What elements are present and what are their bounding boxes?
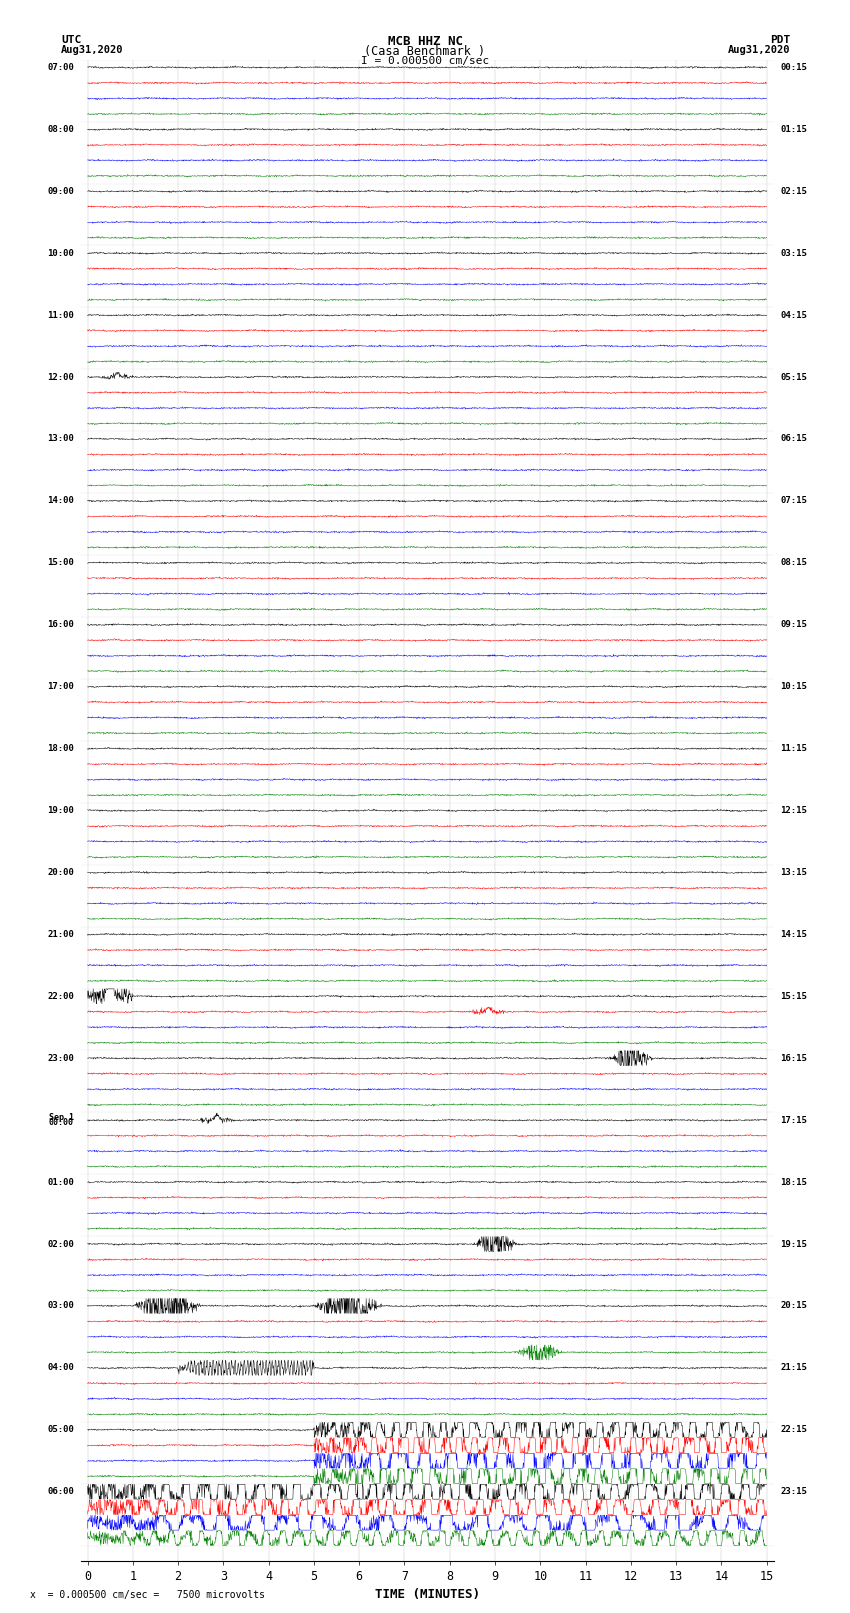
Text: Sep 1: Sep 1 (49, 1113, 74, 1123)
Text: 19:00: 19:00 (47, 806, 74, 815)
Text: 18:15: 18:15 (780, 1177, 808, 1187)
Text: 20:00: 20:00 (47, 868, 74, 877)
Text: 10:00: 10:00 (47, 248, 74, 258)
Text: 09:15: 09:15 (780, 621, 808, 629)
Text: 15:15: 15:15 (780, 992, 808, 1000)
Text: 14:00: 14:00 (47, 497, 74, 505)
Text: 02:00: 02:00 (47, 1239, 74, 1248)
Text: 01:00: 01:00 (47, 1177, 74, 1187)
Text: 18:00: 18:00 (47, 744, 74, 753)
Text: 09:00: 09:00 (47, 187, 74, 195)
Text: 10:15: 10:15 (780, 682, 808, 692)
Text: 06:15: 06:15 (780, 434, 808, 444)
Text: 04:15: 04:15 (780, 311, 808, 319)
Text: Aug31,2020: Aug31,2020 (61, 45, 124, 55)
Text: 08:00: 08:00 (47, 124, 74, 134)
Text: 02:15: 02:15 (780, 187, 808, 195)
Text: 03:15: 03:15 (780, 248, 808, 258)
Text: PDT: PDT (770, 35, 790, 45)
Text: 12:15: 12:15 (780, 806, 808, 815)
Text: Aug31,2020: Aug31,2020 (728, 45, 791, 55)
Text: 17:15: 17:15 (780, 1116, 808, 1124)
Text: UTC: UTC (61, 35, 82, 45)
Text: 22:15: 22:15 (780, 1426, 808, 1434)
Text: 05:00: 05:00 (47, 1426, 74, 1434)
Text: 07:00: 07:00 (47, 63, 74, 73)
Text: 17:00: 17:00 (47, 682, 74, 692)
X-axis label: TIME (MINUTES): TIME (MINUTES) (375, 1587, 479, 1600)
Text: 12:00: 12:00 (47, 373, 74, 382)
Text: I = 0.000500 cm/sec: I = 0.000500 cm/sec (361, 56, 489, 66)
Text: 21:00: 21:00 (47, 929, 74, 939)
Text: 07:15: 07:15 (780, 497, 808, 505)
Text: 06:00: 06:00 (47, 1487, 74, 1497)
Text: 22:00: 22:00 (47, 992, 74, 1000)
Text: 19:15: 19:15 (780, 1239, 808, 1248)
Text: 11:15: 11:15 (780, 744, 808, 753)
Text: 23:15: 23:15 (780, 1487, 808, 1497)
Text: 14:15: 14:15 (780, 929, 808, 939)
Text: 00:00: 00:00 (49, 1118, 74, 1127)
Text: 16:00: 16:00 (47, 621, 74, 629)
Text: 08:15: 08:15 (780, 558, 808, 568)
Text: 03:00: 03:00 (47, 1302, 74, 1310)
Text: x  = 0.000500 cm/sec =   7500 microvolts: x = 0.000500 cm/sec = 7500 microvolts (30, 1590, 264, 1600)
Text: 01:15: 01:15 (780, 124, 808, 134)
Text: 11:00: 11:00 (47, 311, 74, 319)
Text: 00:15: 00:15 (780, 63, 808, 73)
Text: 20:15: 20:15 (780, 1302, 808, 1310)
Text: 15:00: 15:00 (47, 558, 74, 568)
Text: 16:15: 16:15 (780, 1053, 808, 1063)
Text: 13:00: 13:00 (47, 434, 74, 444)
Text: 04:00: 04:00 (47, 1363, 74, 1373)
Text: 21:15: 21:15 (780, 1363, 808, 1373)
Text: 23:00: 23:00 (47, 1053, 74, 1063)
Text: 13:15: 13:15 (780, 868, 808, 877)
Text: 05:15: 05:15 (780, 373, 808, 382)
Text: MCB HHZ NC: MCB HHZ NC (388, 35, 462, 48)
Text: (Casa Benchmark ): (Casa Benchmark ) (365, 45, 485, 58)
